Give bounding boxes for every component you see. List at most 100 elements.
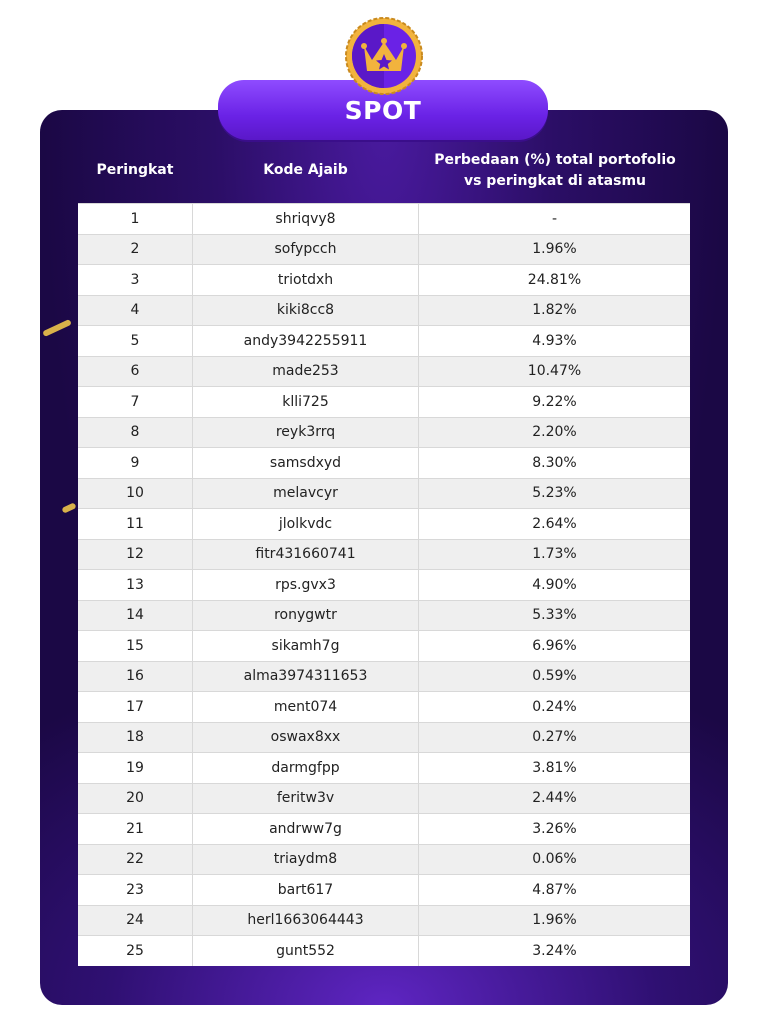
- table-row: 14 ronygwtr 5.33%: [78, 599, 690, 631]
- diff-cell: 0.24%: [418, 691, 690, 722]
- leaderboard-table: 1 shriqvy8-2 sofypcch 1.96% 3 triotdxh 24.81% 4…: [78, 203, 690, 966]
- table-row: 3 triotdxh 24.81%: [78, 264, 690, 295]
- code-cell: triaydm8: [192, 843, 419, 875]
- table-row: 25 gunt552 3.24%: [78, 935, 690, 966]
- table-row: 6 made253 10.47%: [78, 355, 690, 387]
- diff-cell: 3.81%: [418, 752, 690, 783]
- diff-cell: 24.81%: [418, 264, 690, 295]
- diff-cell: 5.23%: [418, 477, 690, 509]
- header-diff-line2: vs peringkat di atasmu: [463, 173, 647, 189]
- diff-cell: 4.90%: [418, 569, 690, 600]
- diff-cell: -: [418, 203, 690, 234]
- table-row: 1 shriqvy8-: [78, 203, 690, 234]
- rank-cell: 5: [78, 325, 193, 356]
- diff-cell: 1.96%: [418, 904, 690, 936]
- code-cell: darmgfpp: [192, 752, 419, 783]
- table-row: 17 ment074 0.24%: [78, 691, 690, 722]
- diff-cell: 9.22%: [418, 386, 690, 417]
- header-diff-line1: Perbedaan (%) total portofolio: [434, 152, 676, 168]
- rank-cell: 20: [78, 782, 193, 814]
- code-cell: feritw3v: [192, 782, 419, 814]
- rank-cell: 14: [78, 599, 193, 631]
- diff-cell: 4.93%: [418, 325, 690, 356]
- header-rank: Peringkat: [96, 162, 174, 178]
- code-cell: shriqvy8: [192, 203, 419, 234]
- rank-cell: 21: [78, 813, 193, 844]
- rank-cell: 17: [78, 691, 193, 722]
- code-cell: andrww7g: [192, 813, 419, 844]
- diff-cell: 3.24%: [418, 935, 690, 966]
- rank-cell: 1: [78, 203, 193, 234]
- rank-cell: 8: [78, 416, 193, 448]
- table-row: 15 sikamh7g 6.96%: [78, 630, 690, 661]
- table-row: 9 samsdxyd 8.30%: [78, 447, 690, 478]
- rank-cell: 25: [78, 935, 193, 966]
- code-cell: sikamh7g: [192, 630, 419, 661]
- code-cell: klli725: [192, 386, 419, 417]
- code-cell: ment074: [192, 691, 419, 722]
- header-diff: Perbedaan (%) total portofolio vs pering…: [410, 150, 700, 192]
- diff-cell: 1.96%: [418, 233, 690, 265]
- code-cell: jlolkvdc: [192, 508, 419, 539]
- code-cell: rps.gvx3: [192, 569, 419, 600]
- table-row: 12 fitr431660741 1.73%: [78, 538, 690, 570]
- diff-cell: 4.87%: [418, 874, 690, 905]
- rank-cell: 16: [78, 660, 193, 692]
- code-cell: herl1663064443: [192, 904, 419, 936]
- diff-cell: 2.44%: [418, 782, 690, 814]
- table-row: 11 jlolkvdc 2.64%: [78, 508, 690, 539]
- code-cell: triotdxh: [192, 264, 419, 295]
- code-cell: bart617: [192, 874, 419, 905]
- code-cell: alma3974311653: [192, 660, 419, 692]
- table-row: 7 klli725 9.22%: [78, 386, 690, 417]
- table-row: 23 bart617 4.87%: [78, 874, 690, 905]
- diff-cell: 1.73%: [418, 538, 690, 570]
- category-title: SPOT: [344, 96, 422, 125]
- header-code: Kode Ajaib: [263, 162, 348, 178]
- rank-cell: 2: [78, 233, 193, 265]
- diff-cell: 10.47%: [418, 355, 690, 387]
- code-cell: gunt552: [192, 935, 419, 966]
- rank-cell: 12: [78, 538, 193, 570]
- table-row: 19 darmgfpp 3.81%: [78, 752, 690, 783]
- rank-cell: 13: [78, 569, 193, 600]
- table-row: 22 triaydm8 0.06%: [78, 843, 690, 875]
- table-row: 21 andrww7g 3.26%: [78, 813, 690, 844]
- rank-cell: 19: [78, 752, 193, 783]
- code-cell: fitr431660741: [192, 538, 419, 570]
- confetti-ribbon: [61, 502, 77, 514]
- diff-cell: 0.59%: [418, 660, 690, 692]
- table-row: 18 oswax8xx 0.27%: [78, 721, 690, 753]
- table-row: 10 melavcyr 5.23%: [78, 477, 690, 509]
- rank-cell: 4: [78, 294, 193, 326]
- code-cell: made253: [192, 355, 419, 387]
- confetti-ribbon: [42, 318, 72, 338]
- rank-cell: 9: [78, 447, 193, 478]
- rank-cell: 15: [78, 630, 193, 661]
- diff-cell: 8.30%: [418, 447, 690, 478]
- table-row: 20 feritw3v 2.44%: [78, 782, 690, 814]
- code-cell: samsdxyd: [192, 447, 419, 478]
- table-row: 16 alma3974311653 0.59%: [78, 660, 690, 692]
- diff-cell: 0.27%: [418, 721, 690, 753]
- table-row: 24 herl1663064443 1.96%: [78, 904, 690, 936]
- rank-cell: 22: [78, 843, 193, 875]
- table-row: 8 reyk3rrq 2.20%: [78, 416, 690, 448]
- table-row: 13 rps.gvx3 4.90%: [78, 569, 690, 600]
- code-cell: kiki8cc8: [192, 294, 419, 326]
- diff-cell: 2.64%: [418, 508, 690, 539]
- diff-cell: 5.33%: [418, 599, 690, 631]
- code-cell: ronygwtr: [192, 599, 419, 631]
- crown-star-icon: [345, 17, 423, 95]
- rank-cell: 7: [78, 386, 193, 417]
- rank-cell: 6: [78, 355, 193, 387]
- code-cell: sofypcch: [192, 233, 419, 265]
- code-cell: andy3942255911: [192, 325, 419, 356]
- diff-cell: 0.06%: [418, 843, 690, 875]
- rank-cell: 23: [78, 874, 193, 905]
- rank-cell: 18: [78, 721, 193, 753]
- diff-cell: 6.96%: [418, 630, 690, 661]
- code-cell: oswax8xx: [192, 721, 419, 753]
- table-row: 4 kiki8cc8 1.82%: [78, 294, 690, 326]
- rank-cell: 24: [78, 904, 193, 936]
